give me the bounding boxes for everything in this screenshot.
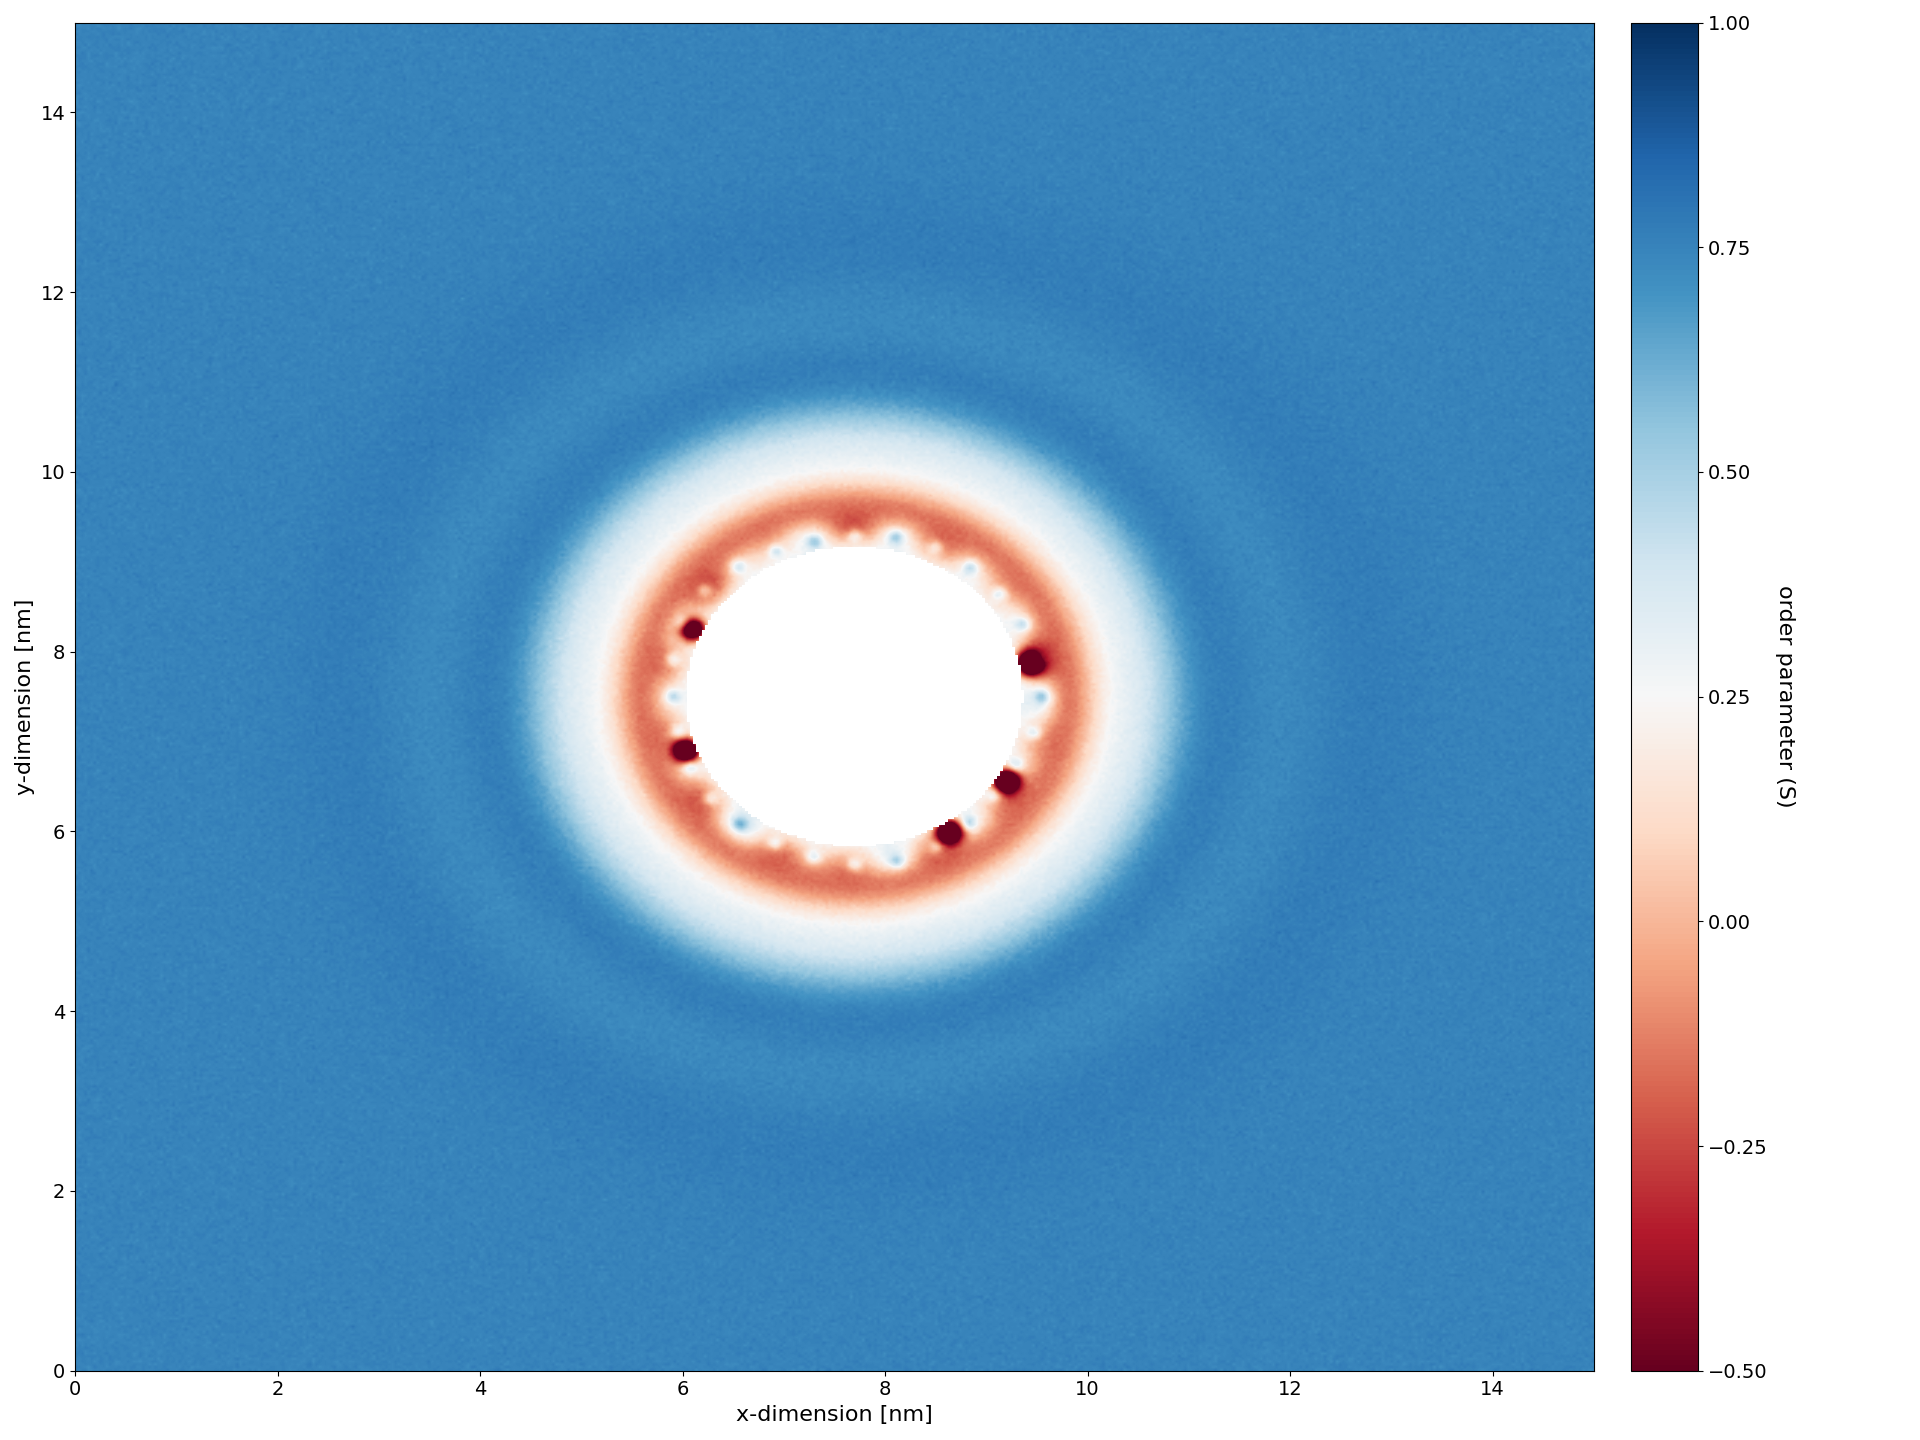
Y-axis label: order parameter (S): order parameter (S) (1776, 585, 1795, 808)
Y-axis label: y-dimension [nm]: y-dimension [nm] (15, 599, 35, 795)
X-axis label: x-dimension [nm]: x-dimension [nm] (735, 1405, 933, 1426)
